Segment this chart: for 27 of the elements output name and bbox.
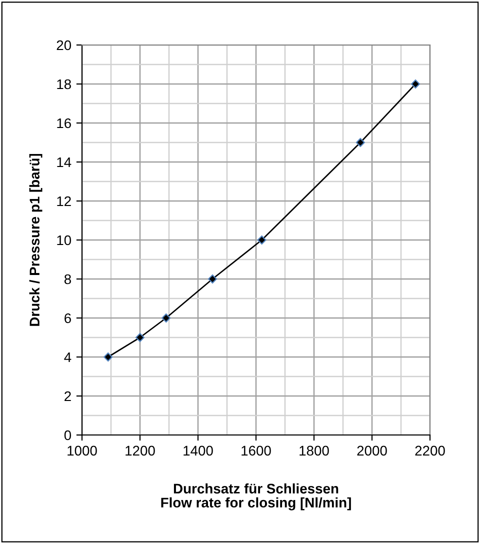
point bbox=[104, 352, 113, 362]
y-tick-label: 10 bbox=[57, 235, 72, 246]
x-tick-label: 2200 bbox=[415, 446, 445, 456]
y-tick-label: 18 bbox=[57, 79, 71, 90]
x-tick-label: 1000 bbox=[68, 446, 97, 456]
x-tick-label: 2000 bbox=[357, 446, 387, 456]
point bbox=[136, 333, 144, 342]
y-tick-label: 6 bbox=[64, 313, 71, 324]
point bbox=[356, 138, 365, 147]
y-axis-title: Druck / Pressure p1 [barü] bbox=[29, 154, 42, 326]
y-tick-label: 0 bbox=[64, 430, 72, 440]
y-tick-label: 2 bbox=[64, 391, 71, 402]
x-tick-label: 1200 bbox=[126, 446, 155, 456]
y-tick-label: 20 bbox=[56, 40, 72, 50]
x-tick-label: 1400 bbox=[184, 446, 213, 456]
x-axis-title: Durchsatz für Schliessen Flow rate for closing [Nl/min] bbox=[161, 483, 351, 510]
x-tick-label: 1800 bbox=[300, 446, 329, 456]
point bbox=[162, 314, 171, 322]
point bbox=[411, 80, 420, 88]
y-tick-label: 14 bbox=[57, 157, 72, 168]
y-tick-label: 4 bbox=[64, 352, 72, 362]
y-tick-label: 8 bbox=[64, 274, 71, 284]
y-tick-label: 12 bbox=[57, 196, 71, 206]
point bbox=[208, 274, 217, 284]
point bbox=[257, 236, 266, 244]
y-tick-label: 16 bbox=[57, 118, 71, 128]
x-tick-label: 1600 bbox=[242, 446, 271, 456]
